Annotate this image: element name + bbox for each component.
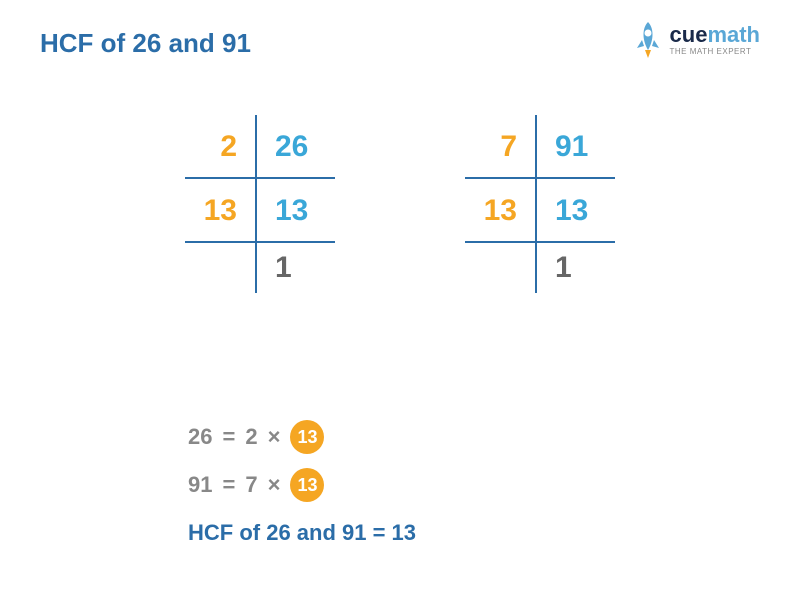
value-cell: 26 (255, 115, 335, 179)
equation-26: 26 = 2 × 13 (188, 420, 416, 454)
logo-brand: cuemath (670, 24, 760, 46)
logo-text: cuemath THE MATH EXPERT (670, 24, 760, 56)
logo-cue: cue (670, 22, 708, 47)
eq-times: × (268, 424, 281, 450)
eq-times: × (268, 472, 281, 498)
logo-tagline: THE MATH EXPERT (670, 48, 760, 56)
factor-table-26: 2 26 13 13 1 (185, 115, 335, 293)
factor-tables: 2 26 13 13 1 7 91 13 13 1 (0, 115, 800, 293)
divisor-cell (185, 243, 255, 293)
equation-91: 91 = 7 × 13 (188, 468, 416, 502)
eq-lhs: 91 (188, 472, 212, 498)
page-title: HCF of 26 and 91 (40, 28, 251, 59)
brand-logo: cuemath THE MATH EXPERT (632, 20, 760, 60)
value-cell: 1 (255, 243, 335, 293)
value-cell: 1 (535, 243, 615, 293)
factor-table-91: 7 91 13 13 1 (465, 115, 615, 293)
value-cell: 91 (535, 115, 615, 179)
highlight-13: 13 (290, 468, 324, 502)
divisor-cell: 7 (465, 115, 535, 179)
eq-factor: 2 (245, 424, 257, 450)
eq-factor: 7 (245, 472, 257, 498)
divisor-cell: 13 (185, 179, 255, 243)
value-cell: 13 (535, 179, 615, 243)
logo-math: math (707, 22, 760, 47)
divisor-cell: 2 (185, 115, 255, 179)
rocket-icon (632, 20, 664, 60)
highlight-13: 13 (290, 420, 324, 454)
eq-equals: = (222, 424, 235, 450)
eq-equals: = (222, 472, 235, 498)
divisor-cell (465, 243, 535, 293)
eq-lhs: 26 (188, 424, 212, 450)
divisor-cell: 13 (465, 179, 535, 243)
equations-block: 26 = 2 × 13 91 = 7 × 13 HCF of 26 and 91… (188, 420, 416, 546)
value-cell: 13 (255, 179, 335, 243)
hcf-result: HCF of 26 and 91 = 13 (188, 520, 416, 546)
